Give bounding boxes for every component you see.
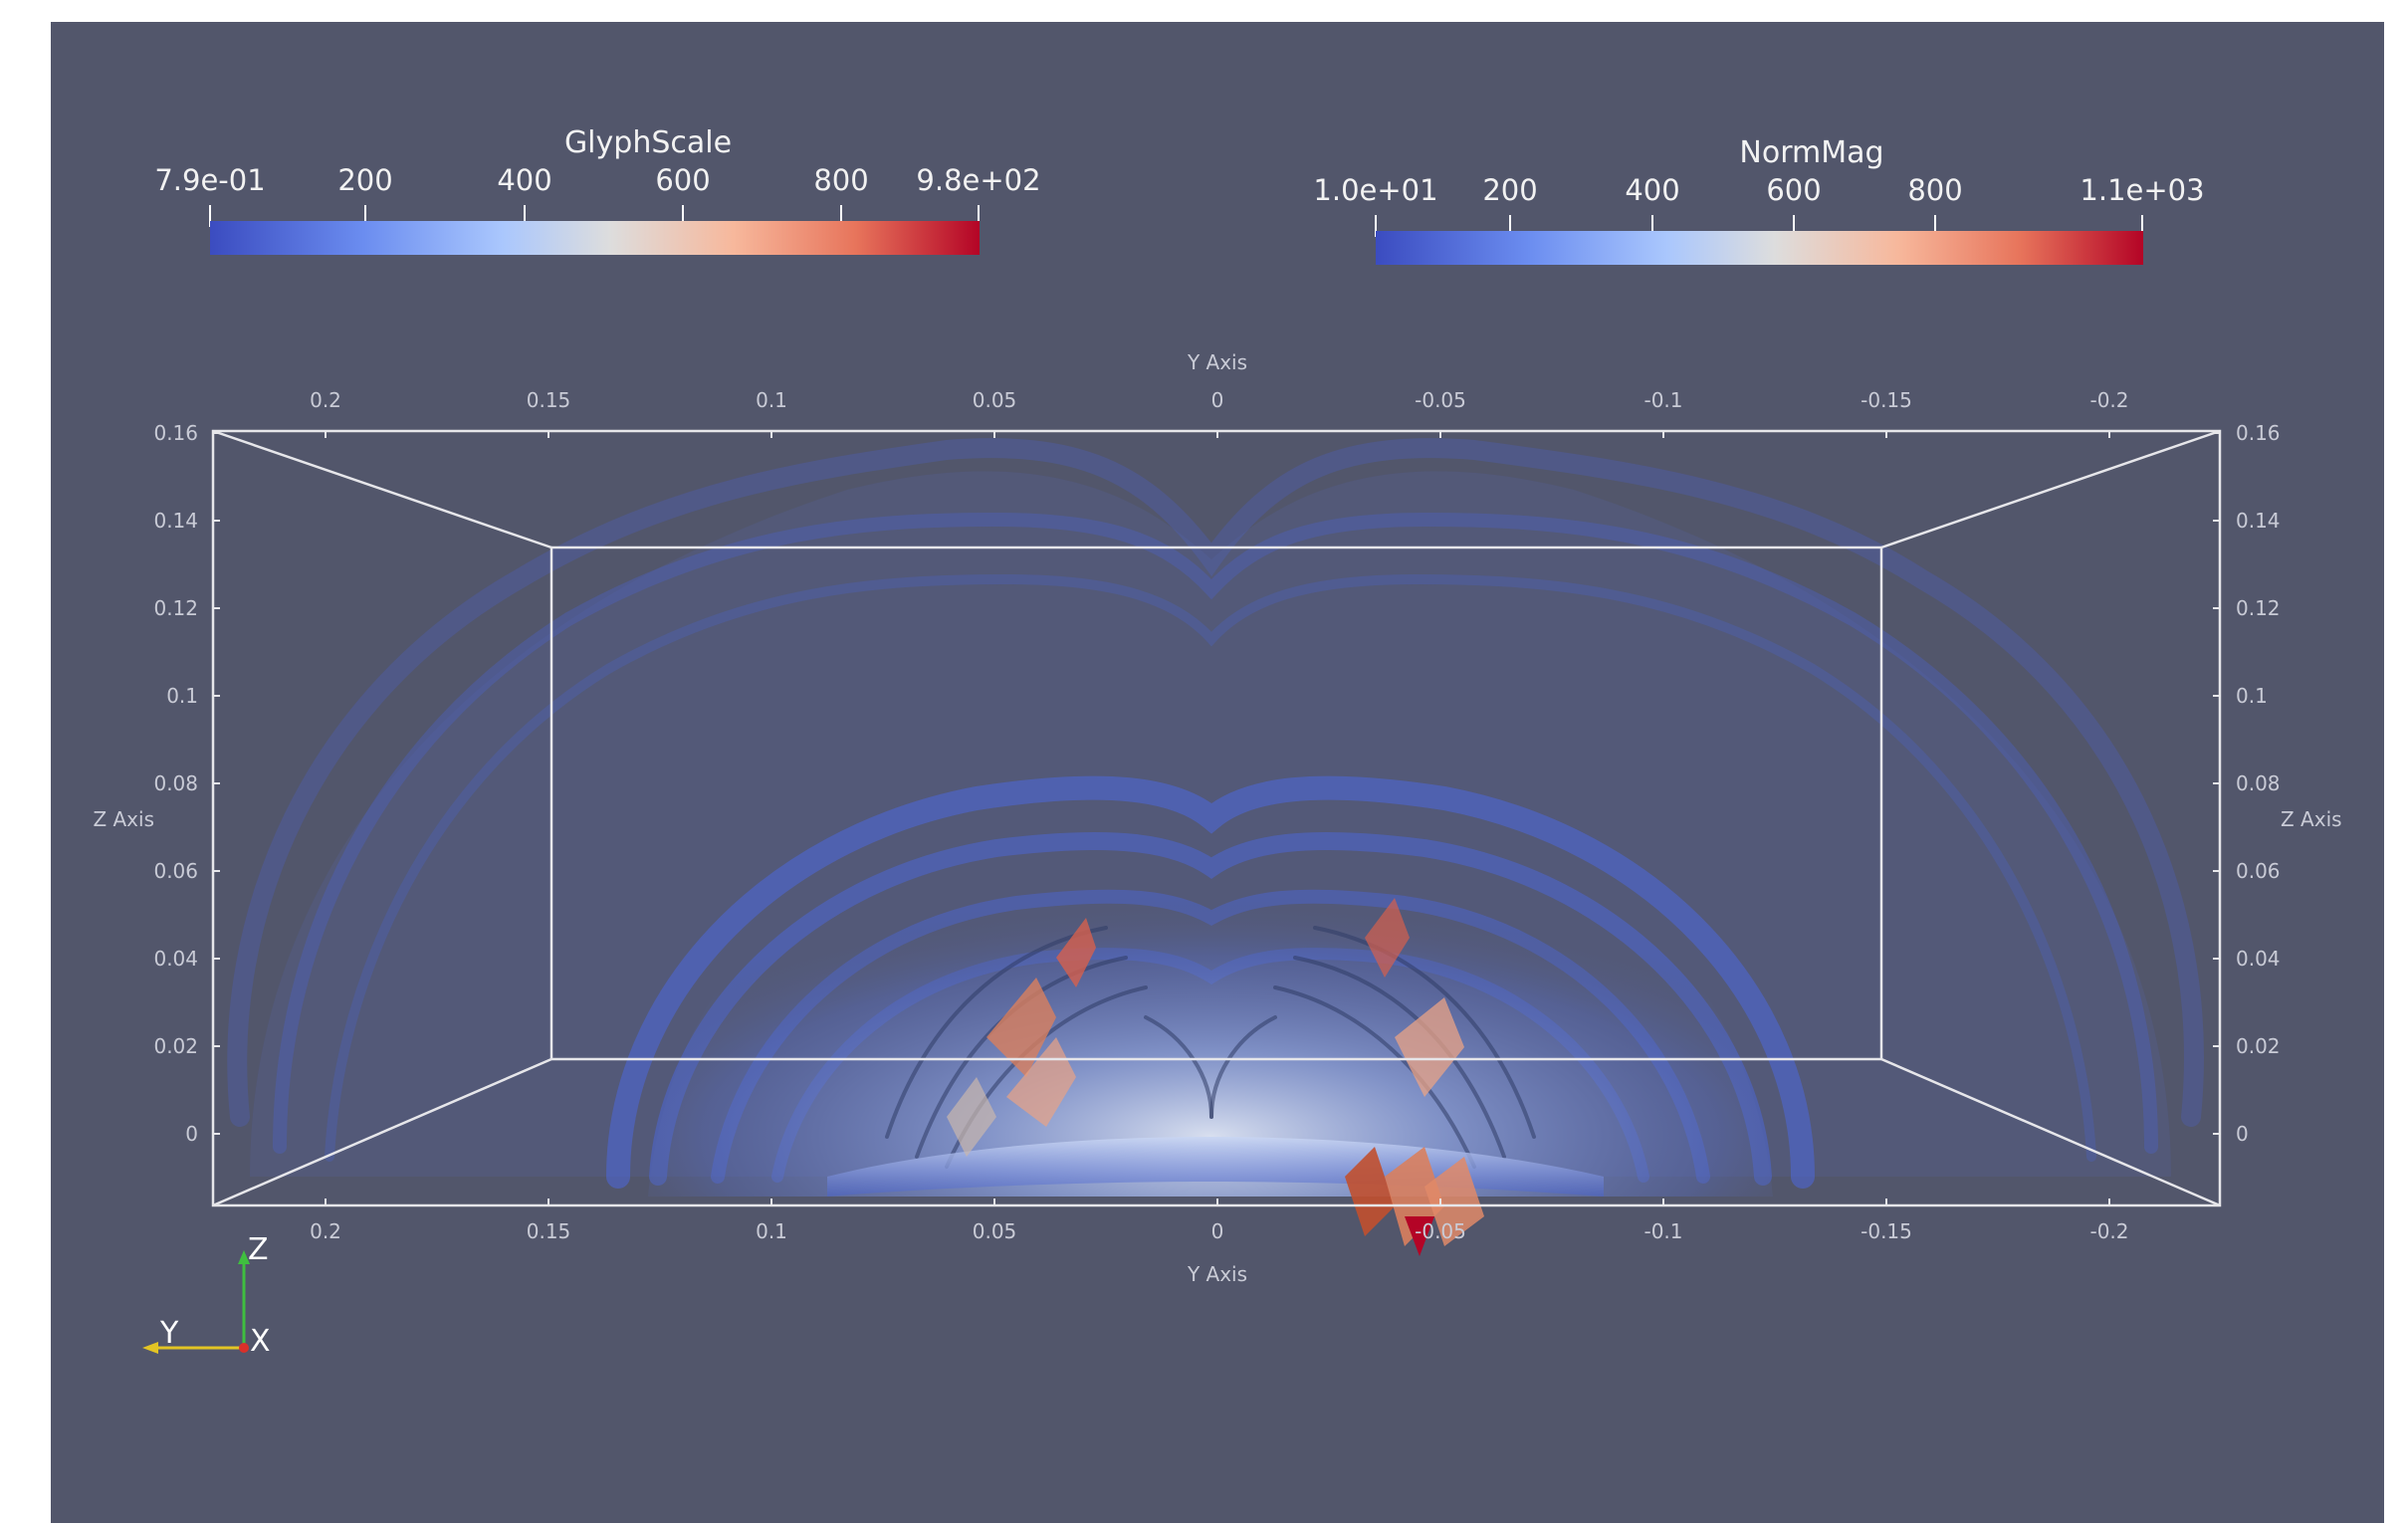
y-tick-label: -0.05: [1415, 388, 1466, 412]
z-tick-label: 0.04: [153, 947, 198, 971]
y-tick-label: 0.2: [310, 1219, 341, 1243]
orientation-z-label: Z: [248, 1232, 269, 1267]
orientation-x-label: X: [250, 1324, 271, 1359]
glyphscale-tick: [978, 205, 980, 227]
z-tick-label: 0.06: [2236, 859, 2281, 883]
normmag-max-label: 1.1e+03: [2080, 173, 2205, 207]
normmag-min-label: 1.0e+01: [1313, 173, 1438, 207]
y-tick-label: -0.2: [2089, 388, 2129, 412]
z-tick-label: 0.16: [2236, 421, 2281, 445]
y-tick-label: 0.05: [972, 388, 1017, 412]
normmag-tick: [2141, 215, 2143, 237]
z-tick-label: 0.1: [166, 684, 198, 708]
z-tick-label: 0.1: [2236, 684, 2268, 708]
y-tick-label: 0.05: [972, 1219, 1017, 1243]
high-magnitude-glyphs-right: [1345, 898, 1484, 1256]
z-tick-label: 0.08: [2236, 771, 2281, 795]
normmag-tick-label: 400: [1625, 173, 1680, 207]
z-tick-label: 0.04: [2236, 947, 2281, 971]
orientation-triad: [142, 1250, 250, 1354]
glyphscale-min-label: 7.9e-01: [154, 163, 266, 197]
y-tick-label: 0: [1210, 388, 1224, 412]
z-axis-title-right: Z Axis: [2281, 807, 2342, 831]
normmag-tick: [1375, 215, 1377, 237]
normmag-tick: [1509, 215, 1511, 237]
z-tick-label: 0.12: [153, 596, 198, 620]
z-tick-label: 0.16: [153, 421, 198, 445]
orientation-y-label: Y: [160, 1316, 179, 1351]
y-tick-label: -0.2: [2089, 1219, 2129, 1243]
normmag-tick: [1651, 215, 1653, 237]
glyphscale-tick: [682, 205, 684, 227]
z-tick-label: 0: [2236, 1122, 2249, 1146]
normmag-tick: [1934, 215, 1936, 237]
glyphscale-tick-label: 400: [497, 163, 552, 197]
normmag-gradient-bar: [1376, 231, 2143, 265]
z-tick-label: 0: [185, 1122, 198, 1146]
z-tick-label: 0.08: [153, 771, 198, 795]
axis-tick-marks: [213, 431, 2220, 1205]
render-viewport[interactable]: GlyphScale 7.9e-01 200 400 600 800 9.8e+…: [51, 22, 2384, 1523]
y-tick-label: -0.15: [1861, 1219, 1912, 1243]
z-axis-title-left: Z Axis: [93, 807, 154, 831]
z-tick-label: 0.06: [153, 859, 198, 883]
glyphscale-title: GlyphScale: [563, 125, 733, 160]
normmag-tick-label: 200: [1482, 173, 1538, 207]
vector-field-scene[interactable]: [51, 22, 2384, 1523]
normmag-tick-label: 800: [1907, 173, 1963, 207]
y-axis-title-bottom: Y Axis: [1187, 1262, 1248, 1286]
z-tick-label: 0.12: [2236, 596, 2281, 620]
y-tick-label: -0.05: [1415, 1219, 1466, 1243]
normmag-tick-label: 600: [1766, 173, 1822, 207]
inner-core-glow: [648, 795, 1773, 1197]
z-tick-label: 0.14: [2236, 509, 2281, 533]
glyphscale-tick-label: 600: [655, 163, 711, 197]
y-tick-label: 0.1: [756, 1219, 787, 1243]
z-tick-label: 0.14: [153, 509, 198, 533]
glyphscale-max-label: 9.8e+02: [916, 163, 1041, 197]
normmag-tick: [1793, 215, 1795, 237]
glyphscale-tick-label: 200: [337, 163, 393, 197]
outer-glyph-shell: [227, 438, 2204, 1162]
z-tick-label: 0.02: [153, 1034, 198, 1058]
y-tick-label: -0.1: [1643, 1219, 1683, 1243]
glyphscale-tick: [364, 205, 366, 227]
y-tick-label: 0.2: [310, 388, 341, 412]
y-tick-label: 0.15: [526, 388, 571, 412]
glyphscale-tick-label: 800: [813, 163, 869, 197]
y-axis-title-top: Y Axis: [1187, 350, 1248, 374]
y-tick-label: -0.15: [1861, 388, 1912, 412]
glyphscale-tick: [524, 205, 526, 227]
y-tick-label: 0: [1210, 1219, 1224, 1243]
y-tick-label: -0.1: [1643, 388, 1683, 412]
glyphscale-gradient-bar: [210, 221, 980, 255]
glyphscale-tick: [209, 205, 211, 227]
normmag-title: NormMag: [1739, 135, 1884, 170]
glyphscale-tick: [840, 205, 842, 227]
y-tick-label: 0.15: [526, 1219, 571, 1243]
y-tick-label: 0.1: [756, 388, 787, 412]
z-tick-label: 0.02: [2236, 1034, 2281, 1058]
